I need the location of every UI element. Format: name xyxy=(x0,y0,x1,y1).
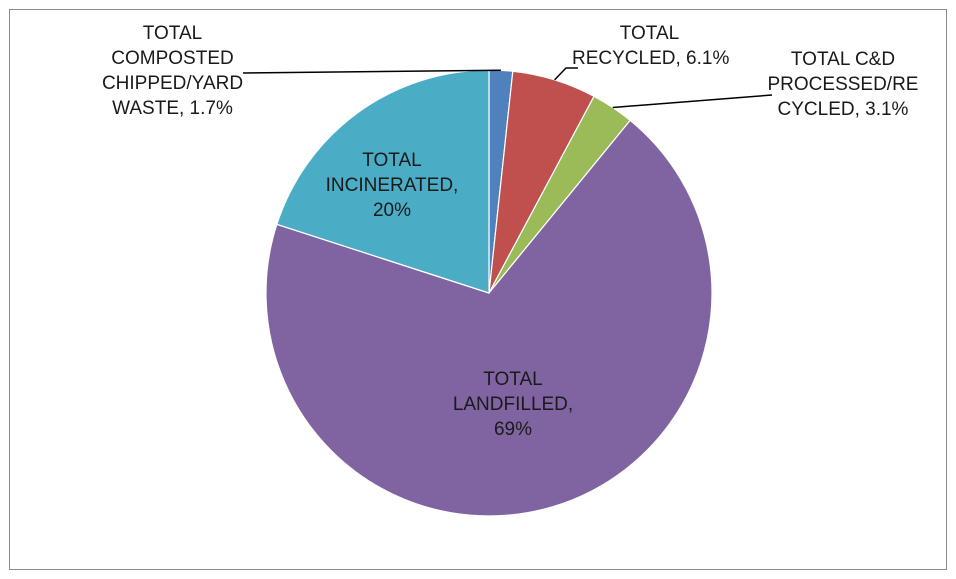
label-cd-processed: TOTAL C&D PROCESSED/RE CYCLED, 3.1% xyxy=(763,47,923,122)
label-composted-line-2: COMPOSTED xyxy=(111,48,234,69)
leader-line-cd-processed xyxy=(612,94,773,109)
label-landfilled-line-1: TOTAL xyxy=(483,369,543,390)
label-composted: TOTAL COMPOSTED CHIPPED/YARD WASTE, 1.7% xyxy=(75,21,270,121)
label-cd-line-1: TOTAL C&D xyxy=(790,49,896,70)
label-composted-line-1: TOTAL xyxy=(142,23,203,44)
label-incinerated-line-1: TOTAL xyxy=(362,150,422,171)
label-composted-line-4: WASTE, 1.7% xyxy=(112,98,233,119)
slices-layer xyxy=(265,69,713,517)
label-cd-line-3: CYCLED, 3.1% xyxy=(777,99,909,120)
leader-line-composted xyxy=(242,69,501,74)
label-recycled-line-1: TOTAL xyxy=(619,23,680,44)
label-landfilled: TOTAL LANDFILLED, 69% xyxy=(423,367,603,442)
slice-landfilled xyxy=(265,119,713,517)
label-composted-line-3: CHIPPED/YARD xyxy=(101,73,244,94)
leader-line-recycled xyxy=(554,67,578,81)
slice-incinerated xyxy=(276,69,490,294)
label-recycled-line-2: RECYCLED, 6.1% xyxy=(572,48,730,69)
label-landfilled-line-2: LANDFILLED, xyxy=(452,394,574,415)
label-cd-line-2: PROCESSED/RE xyxy=(767,74,919,95)
leader-lines-layer xyxy=(242,67,773,109)
label-incinerated-line-3: 20% xyxy=(372,200,412,221)
label-incinerated-line-2: INCINERATED, xyxy=(325,175,459,196)
label-landfilled-line-3: 69% xyxy=(493,419,533,440)
label-recycled: TOTAL RECYCLED, 6.1% xyxy=(572,21,730,71)
label-incinerated: TOTAL INCINERATED, 20% xyxy=(302,148,482,223)
